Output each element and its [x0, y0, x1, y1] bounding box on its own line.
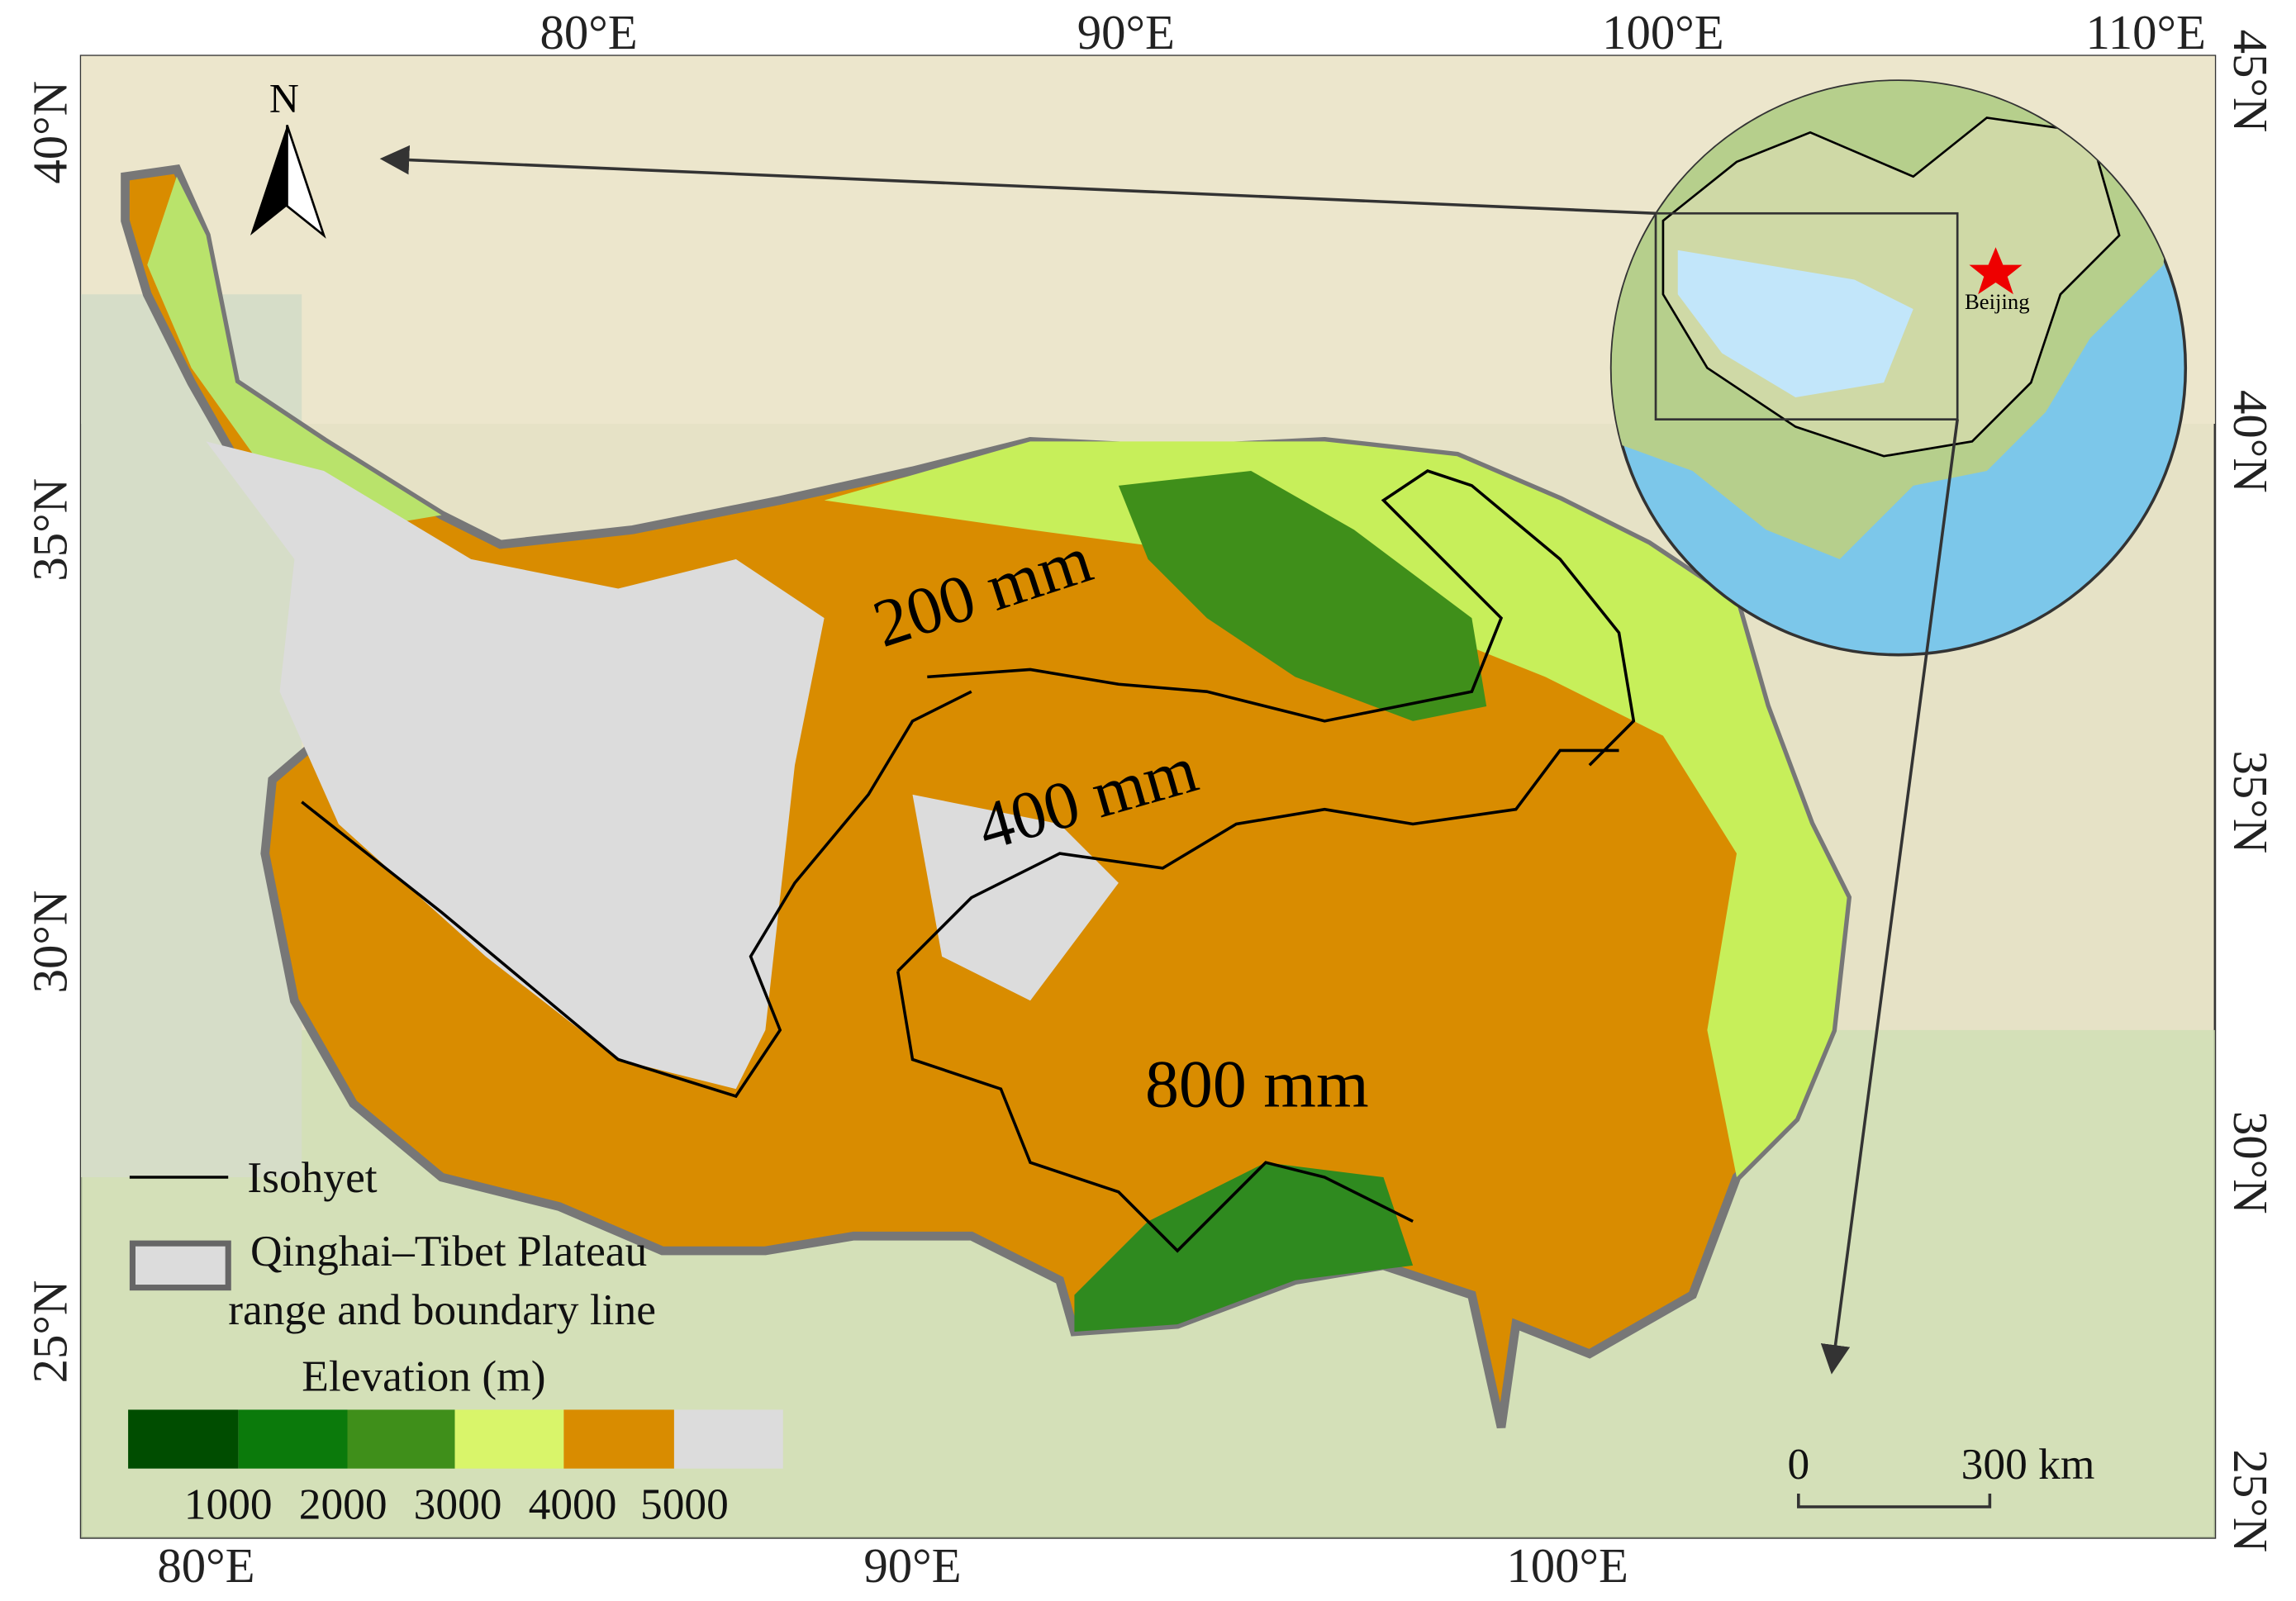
- lon-label: 90°E: [863, 1539, 961, 1593]
- isohyet-lines: [301, 469, 1636, 1253]
- scale-bar: 0 300 km: [1787, 1439, 2094, 1508]
- lat-label: 30°N: [23, 891, 77, 994]
- qaidam-basin: [1118, 471, 1487, 721]
- high-elevation: [206, 441, 825, 1090]
- graticule-labels: 80°E 90°E 100°E 110°E 80°E 90°E 100°E 40…: [23, 6, 2277, 1593]
- legend-boundary: Qinghai–Tibet Plateau: [250, 1226, 647, 1276]
- north-label: N: [269, 75, 299, 121]
- inset-map: Beijing: [1609, 79, 2188, 657]
- legend-elevation-title: Elevation (m): [302, 1351, 545, 1400]
- legend-boundary: range and boundary line: [228, 1285, 656, 1334]
- lat-label: 30°N: [2223, 1111, 2277, 1214]
- lon-label: 90°E: [1077, 6, 1175, 59]
- locator-arrows: [379, 145, 1959, 1375]
- lat-label: 45°N: [2223, 30, 2277, 133]
- legend-elevation-label: 3000: [414, 1479, 502, 1528]
- inset-city-label: Beijing: [1965, 289, 2030, 314]
- lat-label: 40°N: [23, 81, 77, 184]
- legend-elevation-label: 5000: [640, 1479, 729, 1528]
- lon-label: 100°E: [1506, 1539, 1628, 1593]
- lat-label: 35°N: [2223, 750, 2277, 853]
- legend: Isohyet Qinghai–Tibet Plateau range and …: [128, 1152, 783, 1528]
- high-elevation: [912, 794, 1119, 1001]
- legend-elevation-label: 1000: [184, 1479, 273, 1528]
- lon-label: 110°E: [2086, 6, 2206, 59]
- lat-label: 40°N: [2223, 390, 2277, 493]
- southeast-forest: [1074, 1162, 1414, 1333]
- highland-green: [147, 176, 442, 530]
- legend-isohyet: Isohyet: [247, 1152, 377, 1202]
- lat-label: 35°N: [23, 478, 77, 582]
- lon-label: 100°E: [1602, 6, 1724, 59]
- isohyet-label: 800 mm: [1145, 1047, 1369, 1122]
- lon-label: 80°E: [540, 6, 638, 59]
- scale-start: 0: [1787, 1439, 1809, 1489]
- north-arrow: N: [250, 75, 326, 239]
- legend-elevation-label: 4000: [529, 1479, 617, 1528]
- scale-unit: km: [2038, 1439, 2094, 1489]
- lat-label: 25°N: [23, 1280, 77, 1384]
- lat-label: 25°N: [2223, 1450, 2277, 1553]
- lower-elevation: [824, 441, 1847, 1177]
- scale-end: 300: [1961, 1439, 2027, 1489]
- legend-elevation-label: 2000: [299, 1479, 387, 1528]
- lon-label: 80°E: [157, 1539, 254, 1593]
